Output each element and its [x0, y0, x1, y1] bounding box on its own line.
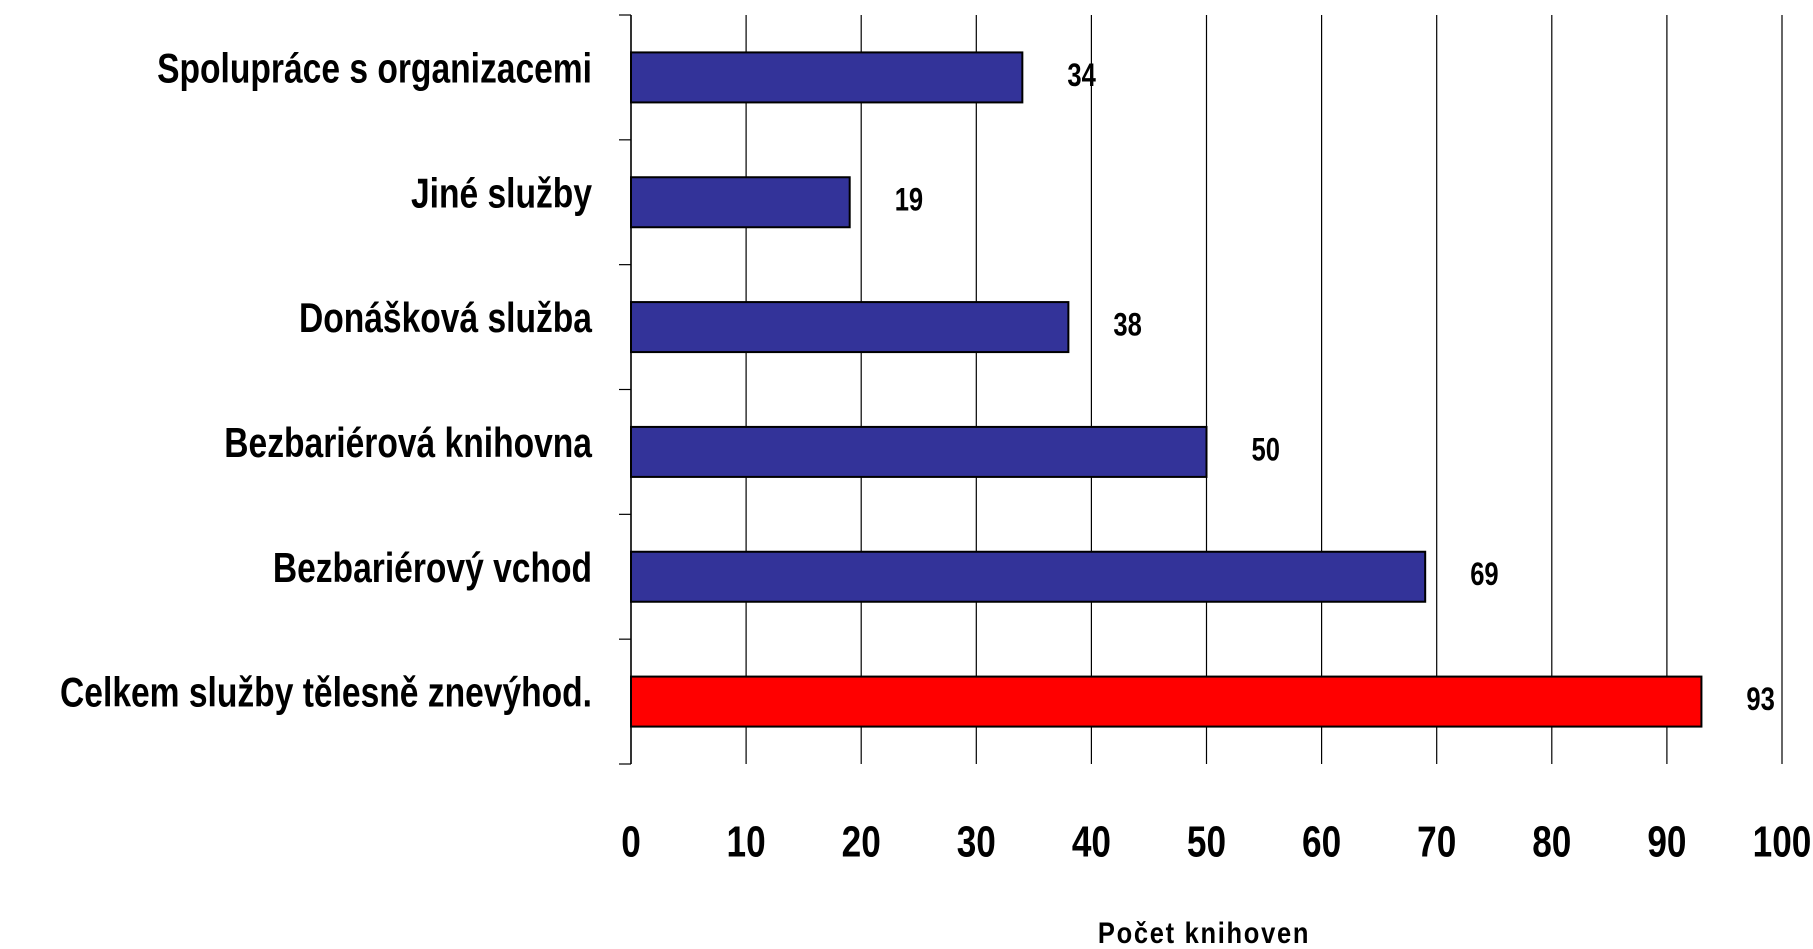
value-label: 93	[1746, 682, 1774, 717]
value-label: 34	[1067, 58, 1095, 93]
x-tick-label: 20	[842, 818, 881, 867]
bar	[630, 550, 1427, 603]
x-tick-label: 40	[1072, 818, 1111, 867]
value-label: 50	[1252, 433, 1280, 468]
bar	[630, 425, 1208, 478]
bar	[630, 176, 851, 229]
x-tick-label: 60	[1302, 818, 1341, 867]
category-label: Bezbariérová knihovna	[224, 421, 592, 467]
x-tick-label: 70	[1417, 818, 1456, 867]
x-tick-label: 30	[957, 818, 996, 867]
bar	[630, 301, 1070, 354]
bar	[630, 51, 1024, 104]
category-label: Jiné služby	[411, 171, 592, 217]
x-tick-label: 0	[621, 818, 641, 867]
category-label: Bezbariérový vchod	[273, 545, 592, 591]
x-axis-title: Počet knihoven	[1098, 916, 1310, 949]
x-tick-label: 10	[727, 818, 766, 867]
value-label: 38	[1113, 308, 1141, 343]
x-tick-label: 90	[1647, 818, 1686, 867]
category-label: Donášková služba	[299, 296, 593, 342]
value-label: 69	[1470, 558, 1498, 593]
x-tick-label: 50	[1187, 818, 1226, 867]
value-label: 19	[895, 183, 923, 218]
category-label: Celkem služby tělesně znevýhod.	[60, 670, 592, 716]
bar	[630, 675, 1703, 728]
x-tick-label: 80	[1532, 818, 1571, 867]
category-label: Spolupráce s organizacemi	[157, 46, 592, 92]
x-tick-label: 100	[1753, 818, 1812, 867]
